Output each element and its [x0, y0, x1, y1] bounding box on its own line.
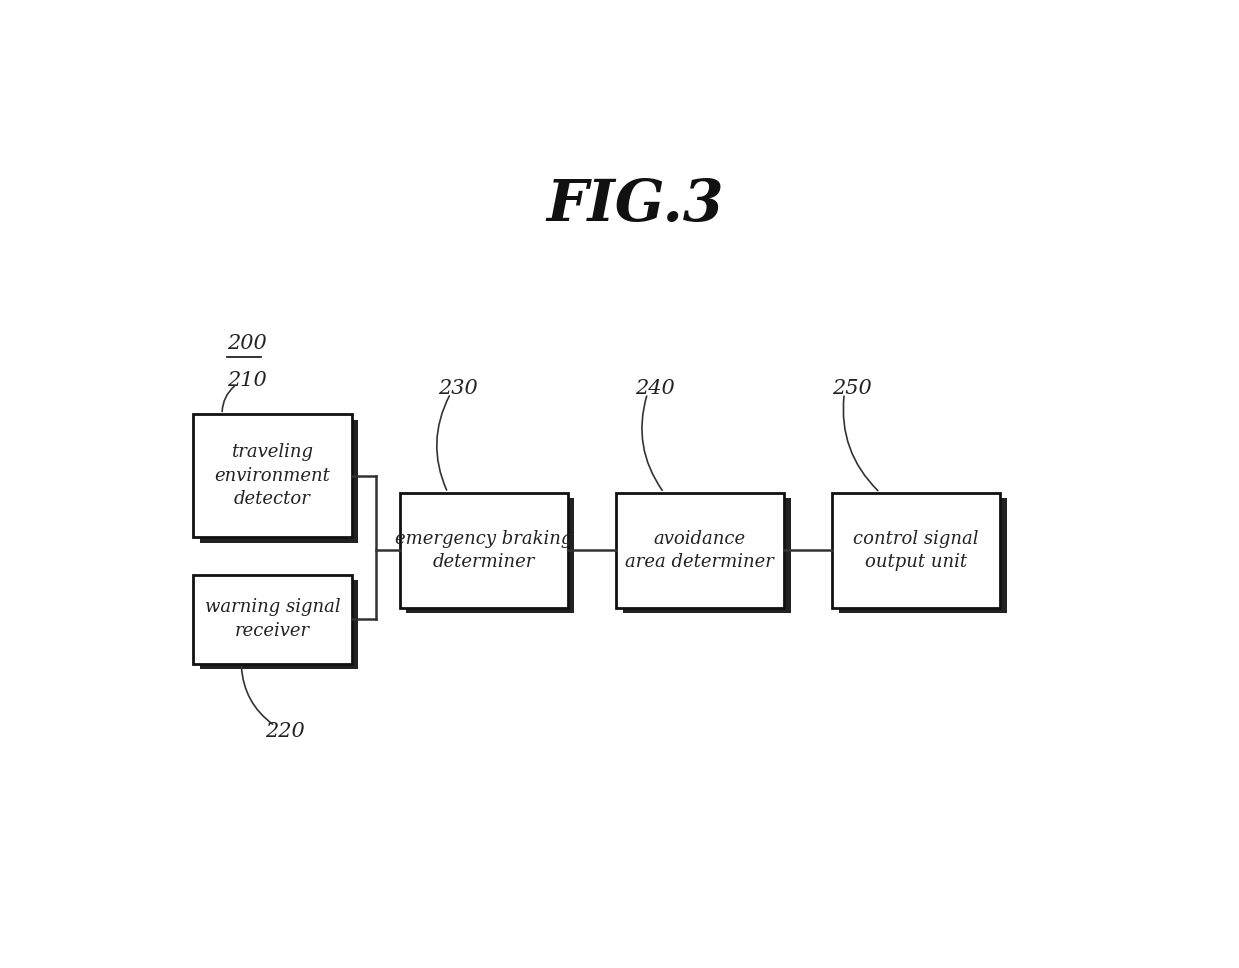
- Bar: [199, 419, 358, 542]
- Text: control signal
output unit: control signal output unit: [854, 529, 979, 571]
- Bar: [193, 414, 352, 537]
- Bar: [400, 493, 567, 608]
- Bar: [193, 575, 352, 664]
- Text: avoidance
area determiner: avoidance area determiner: [626, 529, 774, 571]
- Text: 240: 240: [636, 378, 675, 398]
- Bar: [839, 498, 1006, 614]
- Text: 220: 220: [265, 721, 305, 741]
- Text: 200: 200: [227, 334, 266, 353]
- Bar: [199, 580, 358, 669]
- Text: 210: 210: [227, 372, 266, 390]
- Bar: [616, 493, 784, 608]
- Text: emergency braking
determiner: emergency braking determiner: [395, 529, 572, 571]
- Text: traveling
environment
detector: traveling environment detector: [214, 443, 331, 508]
- Bar: [831, 493, 1000, 608]
- Bar: [622, 498, 790, 614]
- Text: 250: 250: [831, 378, 871, 398]
- Text: FIG.3: FIG.3: [546, 177, 724, 234]
- Bar: [406, 498, 575, 614]
- Text: warning signal
receiver: warning signal receiver: [204, 598, 341, 640]
- Text: 230: 230: [439, 378, 478, 398]
